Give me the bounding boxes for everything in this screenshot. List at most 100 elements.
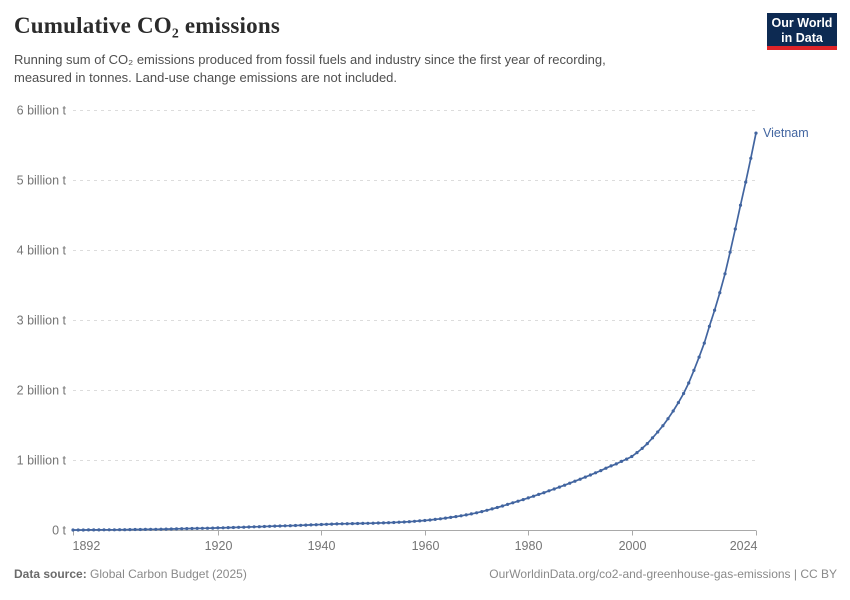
data-point-1928[interactable] [257,525,261,529]
data-point-1992[interactable] [588,473,593,477]
data-point-1958[interactable] [412,519,417,523]
owid-logo[interactable]: Our World in Data [767,13,837,50]
data-point-1934[interactable] [288,524,292,528]
data-point-1900[interactable] [112,528,116,532]
data-point-1909[interactable] [159,527,163,531]
data-point-1896[interactable] [92,528,96,532]
data-point-1973[interactable] [490,507,494,511]
data-point-1898[interactable] [102,528,106,532]
data-point-1933[interactable] [283,524,287,528]
data-point-1979[interactable] [521,498,525,502]
data-point-1991[interactable] [583,475,587,479]
data-point-1974[interactable] [495,505,499,510]
data-point-1892[interactable] [71,528,75,532]
data-point-1908[interactable] [154,527,158,531]
data-point-1978[interactable] [516,499,520,503]
data-point-1965[interactable] [449,515,453,520]
data-point-1976[interactable] [506,502,510,506]
data-point-1932[interactable] [278,524,282,528]
data-point-2000[interactable] [630,454,634,459]
data-point-1975[interactable] [500,504,505,508]
data-point-1899[interactable] [107,528,111,532]
data-point-2006[interactable] [661,424,665,428]
data-point-1959[interactable] [418,519,422,523]
data-point-1977[interactable] [511,501,515,505]
data-point-2024[interactable] [754,131,758,135]
data-point-1910[interactable] [164,527,168,531]
data-point-1953[interactable] [387,521,391,525]
data-point-2015[interactable] [707,324,712,328]
data-point-1982[interactable] [537,492,541,496]
data-point-1926[interactable] [247,525,251,529]
data-point-1993[interactable] [594,471,598,475]
data-point-1996[interactable] [609,464,613,468]
data-point-1904[interactable] [133,527,137,532]
data-point-1913[interactable] [180,527,184,531]
data-point-2007[interactable] [666,417,670,421]
data-point-2002[interactable] [640,446,644,450]
data-point-1951[interactable] [376,521,380,525]
data-point-1931[interactable] [273,524,277,528]
data-point-1961[interactable] [428,518,432,522]
data-point-1983[interactable] [542,491,546,495]
data-point-1987[interactable] [563,483,567,487]
data-point-1923[interactable] [231,525,235,530]
data-point-2001[interactable] [635,451,639,455]
data-point-1994[interactable] [599,469,603,473]
data-point-1907[interactable] [149,527,153,531]
data-point-1998[interactable] [619,459,624,463]
data-point-2023[interactable] [749,156,753,160]
data-point-1937[interactable] [304,523,308,527]
data-point-1906[interactable] [143,527,147,532]
data-point-1967[interactable] [459,514,463,518]
data-point-2009[interactable] [676,401,681,405]
data-point-2016[interactable] [713,308,717,312]
data-point-1968[interactable] [464,513,468,517]
data-point-2003[interactable] [645,442,649,446]
data-point-2014[interactable] [702,341,706,345]
data-point-1985[interactable] [552,487,556,491]
data-point-2013[interactable] [697,355,701,359]
data-point-1929[interactable] [262,524,266,529]
data-point-1999[interactable] [625,457,629,461]
data-point-1950[interactable] [371,521,375,525]
data-point-1960[interactable] [423,518,427,523]
data-point-1919[interactable] [211,526,215,530]
data-point-1997[interactable] [614,462,618,466]
data-point-1912[interactable] [174,527,179,531]
data-point-1942[interactable] [330,522,334,526]
data-point-1927[interactable] [252,525,256,529]
data-point-1962[interactable] [433,517,437,522]
emissions-line[interactable] [73,132,757,531]
data-point-1924[interactable] [237,525,241,529]
data-point-1963[interactable] [438,517,442,521]
data-point-1936[interactable] [299,523,303,527]
data-point-1989[interactable] [573,479,577,483]
data-point-1894[interactable] [81,528,85,532]
data-point-1917[interactable] [200,526,204,530]
data-point-1925[interactable] [242,525,246,529]
data-point-2008[interactable] [671,409,675,413]
data-point-1981[interactable] [531,494,536,498]
data-point-2004[interactable] [650,436,655,440]
data-point-1911[interactable] [169,527,173,531]
data-point-1946[interactable] [350,522,354,526]
data-point-1941[interactable] [324,522,329,526]
data-point-1984[interactable] [547,489,551,493]
data-point-1980[interactable] [526,496,530,500]
data-point-1901[interactable] [118,528,122,532]
data-point-1964[interactable] [443,516,448,520]
data-point-2019[interactable] [728,250,732,254]
data-point-1897[interactable] [97,528,101,532]
data-point-1952[interactable] [381,521,386,525]
data-point-1956[interactable] [402,520,406,524]
data-point-1935[interactable] [293,523,298,528]
data-point-1938[interactable] [309,523,313,527]
data-point-1970[interactable] [475,511,479,515]
data-point-1921[interactable] [221,526,225,530]
data-point-1954[interactable] [392,520,396,525]
footer-citation-link[interactable]: OurWorldinData.org/co2-and-greenhouse-ga… [489,567,837,581]
data-point-1986[interactable] [557,485,562,489]
data-point-1995[interactable] [604,466,608,470]
data-point-2010[interactable] [682,391,686,396]
